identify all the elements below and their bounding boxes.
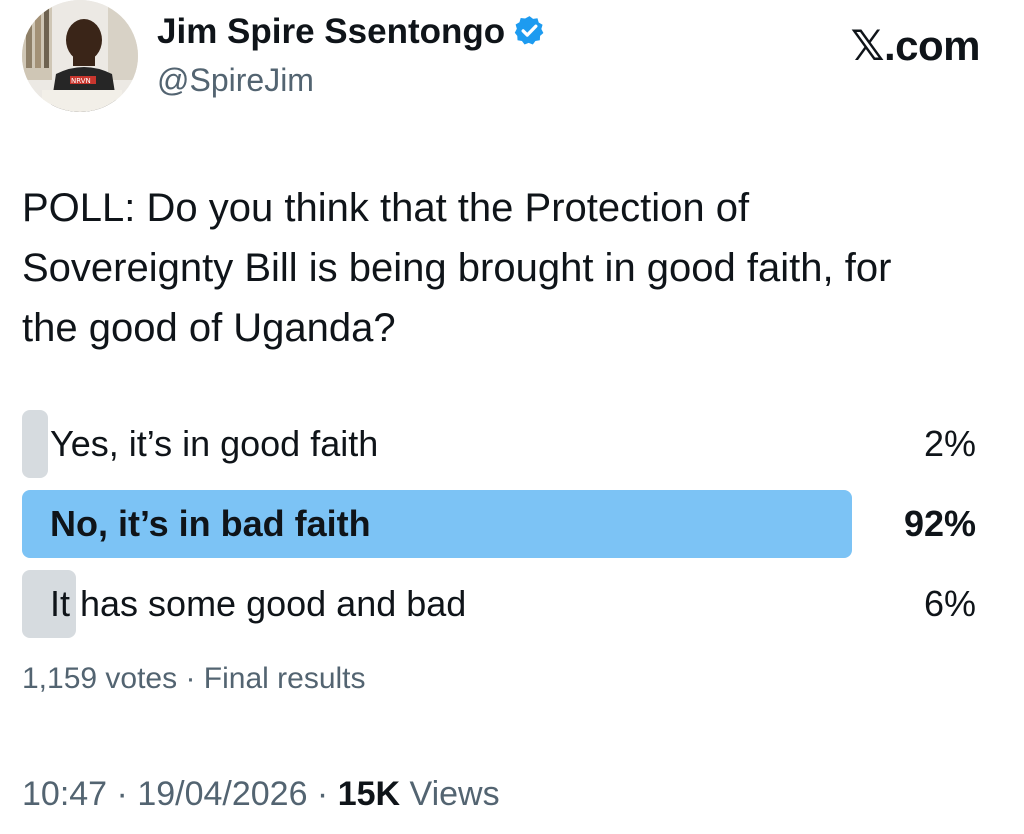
poll-option-label: No, it’s in bad faith xyxy=(50,503,371,544)
avatar[interactable]: NRVN xyxy=(22,0,138,112)
poll-option-no: No, it’s in bad faith 92% xyxy=(22,490,976,558)
tweet-time[interactable]: 10:47 xyxy=(22,775,108,813)
poll-option-yes: Yes, it’s in good faith 2% xyxy=(22,410,976,478)
brand-logo: 𝕏.com xyxy=(850,22,981,69)
views-label: Views xyxy=(400,775,500,813)
poll-bar xyxy=(22,410,48,478)
views-count: 15K xyxy=(337,775,401,813)
poll-option-label: It has some good and bad xyxy=(50,583,467,624)
separator: · xyxy=(107,775,138,813)
poll-option-percent: 92% xyxy=(903,503,976,544)
poll-bar xyxy=(22,570,76,638)
poll-status: Final results xyxy=(203,662,366,695)
author-name[interactable]: Jim Spire Ssentongo xyxy=(157,12,506,51)
poll-option-percent: 6% xyxy=(923,583,976,624)
poll-option-mixed: It has some good and bad 6% xyxy=(22,570,976,638)
verified-badge-icon xyxy=(513,14,546,58)
separator: · xyxy=(177,662,204,695)
avatar-shirt-text: NRVN xyxy=(71,77,91,85)
author-handle[interactable]: @SpireJim xyxy=(157,62,314,98)
tweet-text: POLL: Do you think that the Protection o… xyxy=(22,186,892,350)
author-name-row[interactable]: Jim Spire Ssentongo xyxy=(157,10,546,58)
poll-vote-count: 1,159 votes xyxy=(22,662,178,695)
avatar-image: NRVN xyxy=(22,0,138,112)
tweet-timestamp-row: 10:47 · 19/04/2026 · 15K Views xyxy=(22,772,500,816)
poll-option-label: Yes, it’s in good faith xyxy=(50,423,379,464)
tweet-date[interactable]: 19/04/2026 xyxy=(137,775,308,813)
poll-meta: 1,159 votes · Final results xyxy=(22,660,366,698)
poll-bar xyxy=(22,490,852,558)
separator: · xyxy=(307,775,338,813)
poll: Yes, it’s in good faith 2% No, it’s in b… xyxy=(22,410,976,650)
poll-option-percent: 2% xyxy=(923,423,976,464)
